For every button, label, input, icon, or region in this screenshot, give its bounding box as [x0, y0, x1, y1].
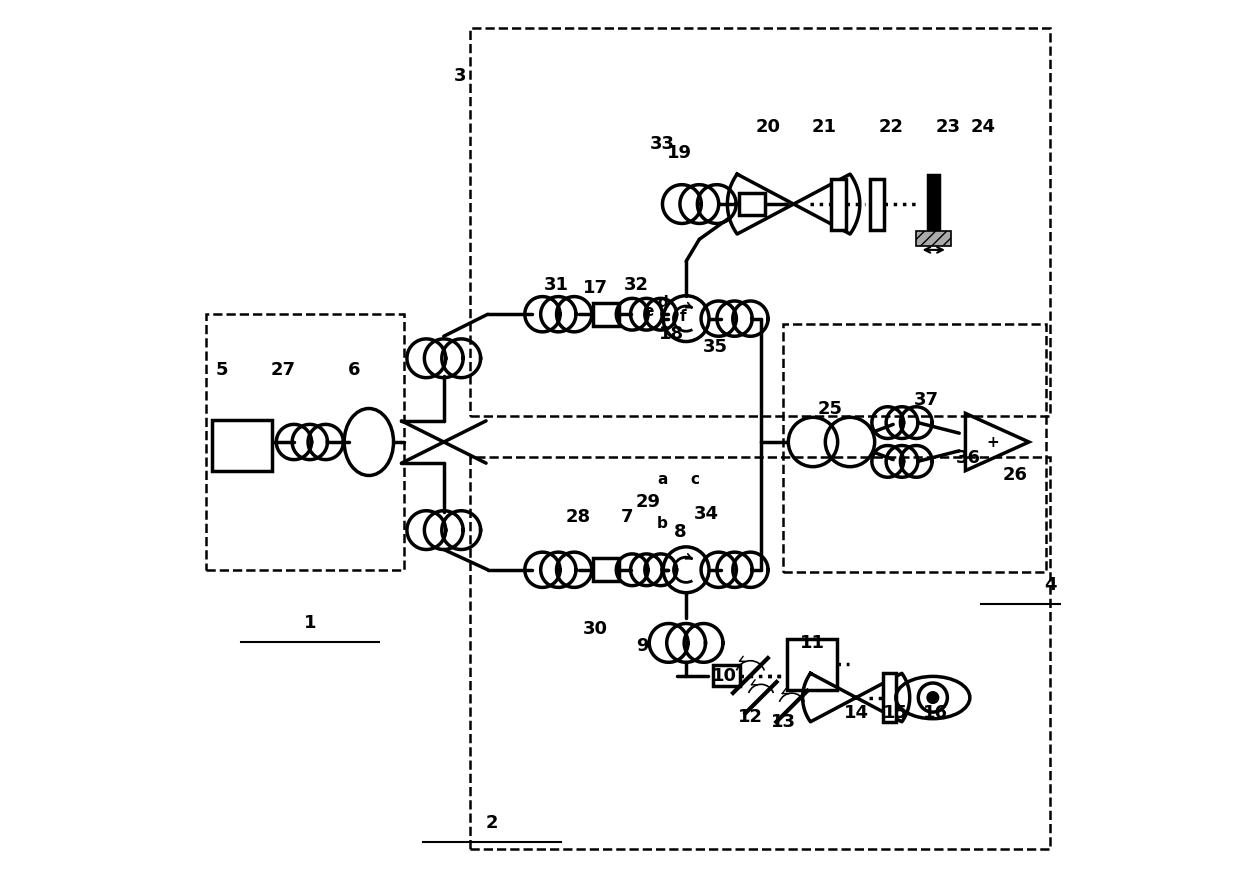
- Text: 3: 3: [454, 67, 466, 85]
- Text: 13: 13: [770, 713, 796, 731]
- Text: 24: 24: [971, 118, 996, 135]
- Bar: [593, 559, 619, 582]
- Text: 5: 5: [216, 361, 228, 378]
- Text: 32: 32: [624, 276, 649, 294]
- Text: 35: 35: [703, 338, 728, 356]
- Text: 36: 36: [956, 449, 981, 467]
- Bar: [206, 314, 404, 570]
- Text: 8: 8: [673, 522, 686, 541]
- Text: 14: 14: [843, 705, 869, 722]
- Text: 10: 10: [712, 667, 737, 684]
- Text: 15: 15: [883, 705, 908, 722]
- Bar: [928, 175, 940, 232]
- Bar: [787, 638, 837, 690]
- Text: 20: 20: [755, 118, 780, 135]
- Text: 31: 31: [544, 276, 569, 294]
- Text: 29: 29: [636, 493, 661, 511]
- Bar: [870, 179, 884, 230]
- Bar: [593, 302, 619, 325]
- Bar: [832, 179, 846, 230]
- Bar: [212, 420, 272, 471]
- Text: b: b: [657, 515, 667, 530]
- Text: c: c: [691, 471, 699, 486]
- Text: 25: 25: [817, 400, 842, 417]
- Text: 18: 18: [658, 325, 683, 344]
- Bar: [470, 27, 1050, 415]
- Text: 17: 17: [583, 278, 608, 297]
- Text: 1: 1: [304, 613, 316, 632]
- Text: d: d: [657, 295, 667, 310]
- Text: 6: 6: [347, 361, 360, 378]
- Bar: [713, 665, 740, 686]
- Text: 9: 9: [636, 637, 649, 655]
- Bar: [782, 324, 1045, 573]
- Text: 22: 22: [879, 118, 904, 135]
- Bar: [916, 231, 951, 247]
- Text: 28: 28: [565, 508, 590, 526]
- Text: 23: 23: [935, 118, 960, 135]
- Bar: [883, 674, 895, 722]
- Text: 33: 33: [650, 135, 675, 153]
- Bar: [739, 194, 765, 215]
- Text: e: e: [644, 304, 653, 319]
- Text: 30: 30: [583, 620, 608, 638]
- Text: 4: 4: [1044, 575, 1056, 594]
- Text: +: +: [986, 435, 999, 449]
- Text: 2: 2: [486, 813, 498, 832]
- Text: 21: 21: [812, 118, 837, 135]
- Text: 27: 27: [270, 361, 296, 378]
- Text: 11: 11: [800, 634, 825, 652]
- Text: 34: 34: [694, 506, 719, 523]
- Text: 26: 26: [1002, 467, 1027, 484]
- Text: 12: 12: [738, 708, 763, 726]
- Text: 37: 37: [914, 391, 939, 408]
- Text: 19: 19: [667, 144, 692, 162]
- Text: 7: 7: [621, 508, 634, 526]
- Text: 16: 16: [923, 705, 947, 722]
- Text: a: a: [657, 471, 667, 486]
- Bar: [470, 457, 1050, 850]
- Circle shape: [928, 692, 939, 704]
- Text: f: f: [680, 309, 687, 324]
